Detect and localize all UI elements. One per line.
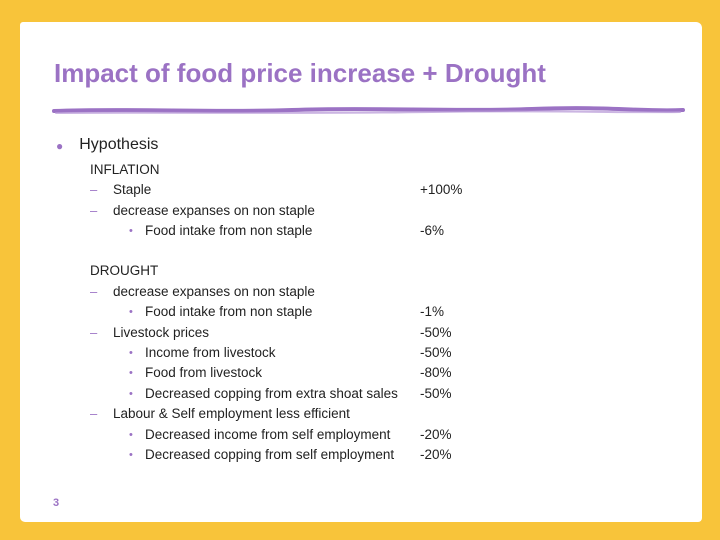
drought-row-value: -50%	[420, 325, 452, 340]
inflation-row-label: Food intake from non staple	[145, 223, 313, 238]
slide-canvas	[20, 22, 702, 522]
drought-row-value: -50%	[420, 345, 452, 360]
bullet-dot-icon: •	[129, 367, 133, 379]
bullet-dot-icon: •	[129, 388, 133, 400]
inflation-row-value: +100%	[420, 182, 463, 197]
drought-row-value: -20%	[420, 427, 452, 442]
drought-row-label: Livestock prices	[113, 325, 210, 340]
drought-row-label: Food intake from non staple	[145, 304, 313, 319]
dash-icon: –	[90, 284, 98, 299]
dash-icon: –	[90, 203, 98, 218]
drought-row-label: Decreased income from self employment	[145, 427, 391, 442]
bullet-dot-icon: •	[129, 449, 133, 461]
drought-row-label: Food from livestock	[145, 365, 263, 380]
dash-icon: –	[90, 325, 98, 340]
drought-row-value: -80%	[420, 365, 452, 380]
page-number: 3	[53, 497, 60, 509]
drought-heading: DROUGHT	[90, 263, 159, 278]
drought-row-label: Decreased copping from extra shoat sales	[145, 386, 398, 401]
bullet-dot-icon: •	[129, 429, 133, 441]
hypothesis-bullet: ● Hypothesis	[56, 136, 158, 154]
bullet-dot-icon: •	[129, 347, 133, 359]
drought-row-value: -50%	[420, 386, 452, 401]
dash-icon: –	[90, 182, 98, 197]
hypothesis-label: Hypothesis	[79, 136, 159, 153]
title-underline	[52, 106, 685, 114]
inflation-row-label: decrease expanses on non staple	[113, 203, 315, 218]
drought-row-label: Decreased copping from self employment	[145, 447, 395, 462]
inflation-heading: INFLATION	[90, 162, 160, 177]
drought-row-label: Income from livestock	[145, 345, 276, 360]
bullet-dot-icon: •	[129, 225, 133, 237]
dash-icon: –	[90, 406, 98, 421]
inflation-row-label: Staple	[113, 182, 152, 197]
drought-row-label: Labour & Self employment less efficient	[113, 406, 350, 421]
bullet-dot-icon: •	[129, 306, 133, 318]
drought-row-value: -20%	[420, 447, 452, 462]
drought-row-value: -1%	[420, 304, 445, 319]
bullet-dot-icon: ●	[56, 139, 64, 153]
drought-row-label: decrease expanses on non staple	[113, 284, 315, 299]
slide-title: Impact of food price increase + Drought	[54, 58, 546, 88]
inflation-row-value: -6%	[420, 223, 445, 238]
